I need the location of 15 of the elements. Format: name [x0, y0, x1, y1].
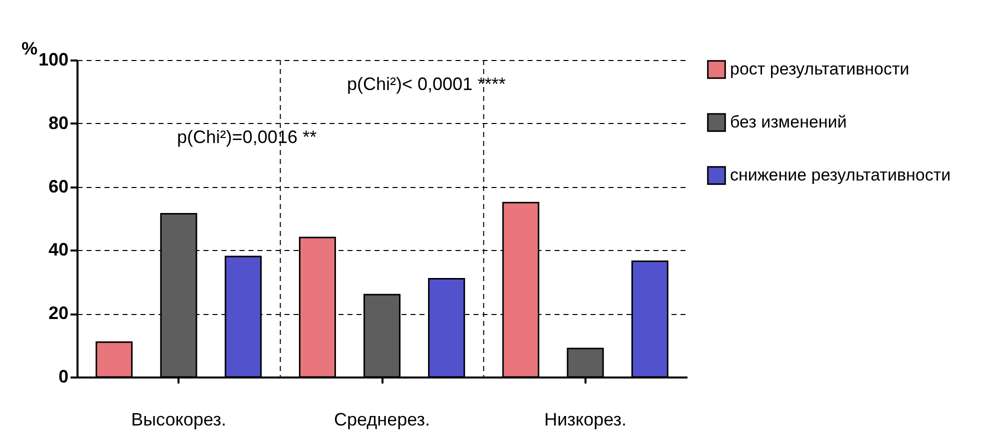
y-tick-label: 0	[58, 366, 68, 386]
y-tick-label: 60	[48, 176, 68, 196]
y-axis-title: %	[21, 38, 38, 58]
y-tick-label: 40	[48, 240, 68, 260]
x-tick-label: Высокорез.	[131, 410, 226, 430]
y-tick-label: 20	[48, 303, 68, 324]
legend-label: снижение результативности	[730, 166, 951, 184]
legend-label: без изменений	[730, 112, 847, 132]
x-tick-label: Среднерез.	[334, 410, 430, 430]
y-tick-label: 100	[38, 50, 68, 70]
annotation: p(Chi²)< 0,0001 ****	[347, 74, 506, 94]
annotation: p(Chi²)=0,0016 **	[177, 127, 317, 147]
legend-label: рост результативности	[730, 60, 910, 78]
x-tick-label: Низкорез.	[544, 410, 626, 430]
y-tick-label: 80	[48, 112, 68, 133]
